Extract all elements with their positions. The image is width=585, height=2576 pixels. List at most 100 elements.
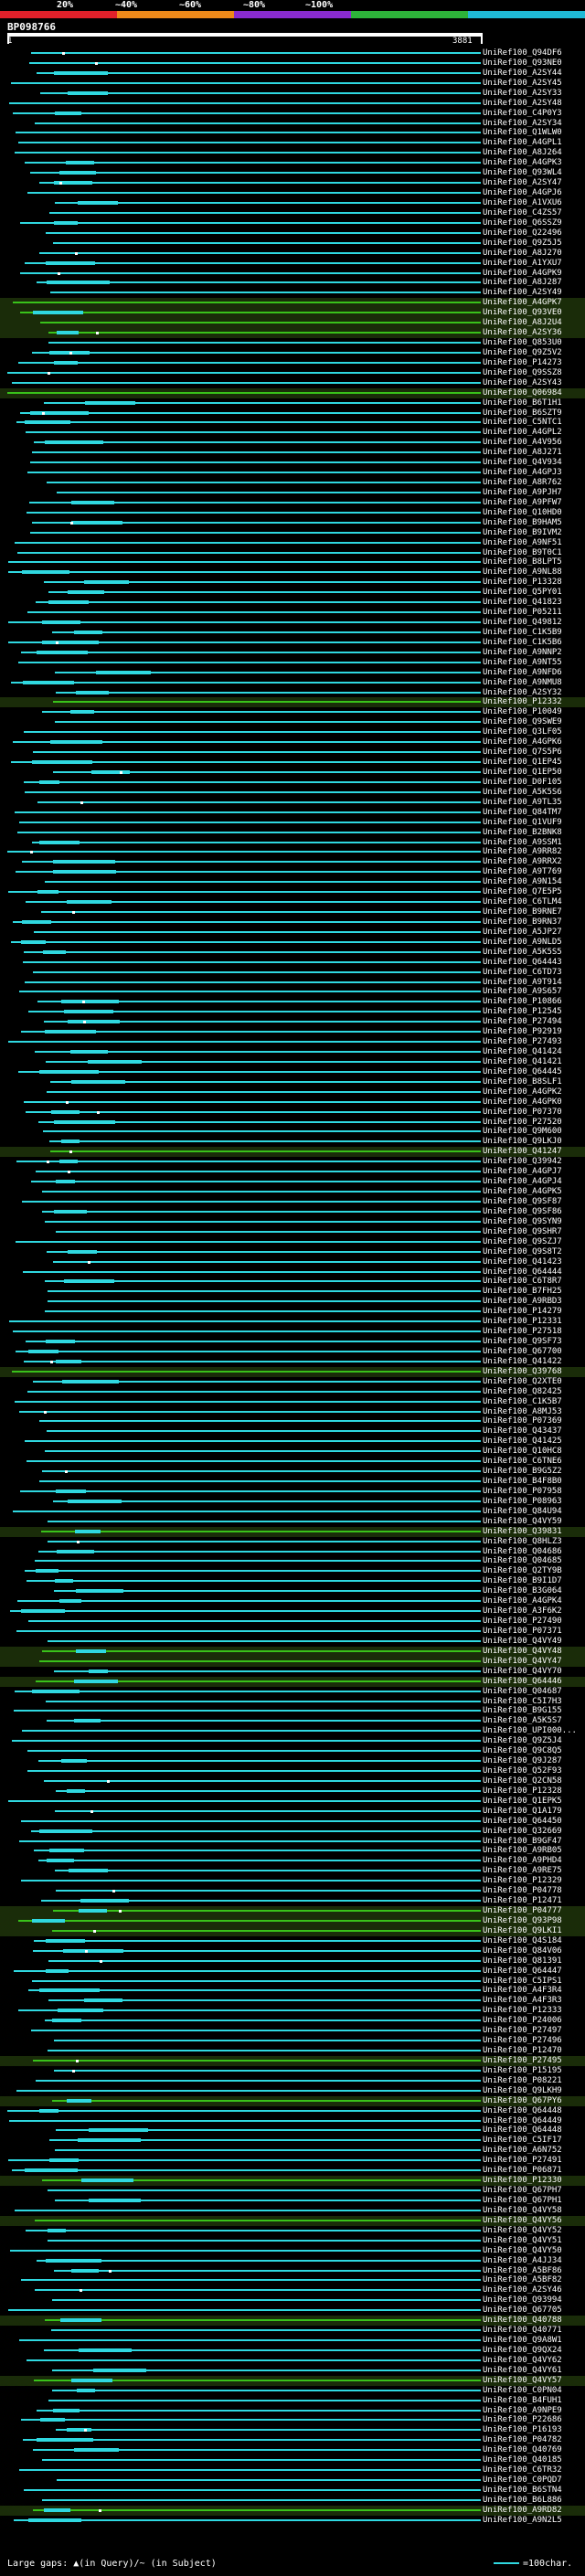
hit-row[interactable]: UniRef100_B9I1D7	[0, 1576, 585, 1586]
hit-row[interactable]: UniRef100_A9NL88	[0, 567, 585, 578]
hit-row[interactable]: UniRef100_Q84TM7	[0, 808, 585, 818]
hit-label[interactable]: UniRef100_Q4S184	[483, 1935, 562, 1945]
hit-row[interactable]: UniRef100_B4F8B0	[0, 1477, 585, 1487]
hit-label[interactable]: UniRef100_Q67PY6	[483, 2095, 562, 2105]
hit-label[interactable]: UniRef100_Q4VY59	[483, 1516, 562, 1526]
hit-label[interactable]: UniRef100_Q40185	[483, 2455, 562, 2465]
hit-label[interactable]: UniRef100_P27491	[483, 2156, 562, 2166]
hit-row[interactable]: UniRef100_A2SY36	[0, 328, 585, 338]
hit-row[interactable]: UniRef100_Q04687	[0, 1687, 585, 1697]
hit-row[interactable]: UniRef100_Q4VY61	[0, 2366, 585, 2376]
hit-label[interactable]: UniRef100_A4GPK6	[483, 737, 562, 747]
hit-row[interactable]: UniRef100_Q64443	[0, 958, 585, 968]
hit-row[interactable]: UniRef100_B3G064	[0, 1586, 585, 1596]
hit-row[interactable]: UniRef100_P08963	[0, 1497, 585, 1507]
hit-row[interactable]: UniRef100_A4F3R4	[0, 1986, 585, 1996]
hit-row[interactable]: UniRef100_Q1EP50	[0, 768, 585, 778]
hit-row[interactable]: UniRef100_Q9J287	[0, 1756, 585, 1766]
hit-label[interactable]: UniRef100_A2SY43	[483, 377, 562, 387]
hit-row[interactable]: UniRef100_P12328	[0, 1786, 585, 1797]
hit-row[interactable]: UniRef100_Q9SWE9	[0, 717, 585, 727]
hit-row[interactable]: UniRef100_C1K5B9	[0, 628, 585, 638]
hit-row[interactable]: UniRef100_C5I7H3	[0, 1697, 585, 1707]
hit-row[interactable]: UniRef100_A9RB05	[0, 1846, 585, 1856]
hit-label[interactable]: UniRef100_P27496	[483, 2036, 562, 2046]
hit-row[interactable]: UniRef100_C5IPS1	[0, 1977, 585, 1987]
hit-label[interactable]: UniRef100_Q4VY61	[483, 2365, 562, 2375]
hit-label[interactable]: UniRef100_A2SY33	[483, 88, 562, 98]
hit-label[interactable]: UniRef100_Q4VY70	[483, 1666, 562, 1676]
hit-label[interactable]: UniRef100_A2SY32	[483, 687, 562, 697]
hit-row[interactable]: UniRef100_A4GPL1	[0, 138, 585, 148]
hit-label[interactable]: UniRef100_C0PQD7	[483, 2475, 562, 2485]
hit-row[interactable]: UniRef100_Q9Z5J4	[0, 1736, 585, 1746]
hit-row[interactable]: UniRef100_A4GPJ3	[0, 468, 585, 478]
hit-label[interactable]: UniRef100_P27520	[483, 1117, 562, 1127]
hit-label[interactable]: UniRef100_Q41423	[483, 1256, 562, 1267]
hit-row[interactable]: UniRef100_Q7E5P5	[0, 887, 585, 897]
hit-row[interactable]: UniRef100_A4GPK6	[0, 737, 585, 747]
hit-row[interactable]: UniRef100_B9RN37	[0, 917, 585, 928]
hit-label[interactable]: UniRef100_Q9SYN9	[483, 1216, 562, 1226]
hit-label[interactable]: UniRef100_A5JP27	[483, 927, 562, 937]
hit-row[interactable]: UniRef100_Q9SZJ7	[0, 1237, 585, 1247]
hit-label[interactable]: UniRef100_Q9LKJ0	[483, 1137, 562, 1147]
hit-label[interactable]: UniRef100_Q9SHR7	[483, 1226, 562, 1236]
hit-row[interactable]: UniRef100_Q64445	[0, 1067, 585, 1077]
hit-label[interactable]: UniRef100_P07370	[483, 1107, 562, 1117]
hit-row[interactable]: UniRef100_A4GPK4	[0, 1596, 585, 1606]
hit-row[interactable]: UniRef100_A4GPJ4	[0, 1177, 585, 1187]
hit-row[interactable]: UniRef100_Q04686	[0, 1547, 585, 1557]
hit-row[interactable]: UniRef100_P16193	[0, 2425, 585, 2435]
hit-row[interactable]: UniRef100_B9T0C1	[0, 548, 585, 558]
hit-row[interactable]: UniRef100_B9RNE7	[0, 907, 585, 917]
hit-label[interactable]: UniRef100_A9NPE9	[483, 2405, 562, 2415]
hit-row[interactable]: UniRef100_B6SZT9	[0, 408, 585, 419]
hit-row[interactable]: UniRef100_P27494	[0, 1017, 585, 1027]
hit-row[interactable]: UniRef100_A4GPK0	[0, 1097, 585, 1108]
hit-label[interactable]: UniRef100_A2SY48	[483, 98, 562, 108]
hit-label[interactable]: UniRef100_Q84V06	[483, 1945, 562, 1956]
hit-label[interactable]: UniRef100_B8SLF1	[483, 1076, 562, 1087]
hit-row[interactable]: UniRef100_Q41422	[0, 1357, 585, 1367]
hit-label[interactable]: UniRef100_Q41422	[483, 1356, 562, 1366]
hit-row[interactable]: UniRef100_P13328	[0, 578, 585, 588]
hit-label[interactable]: UniRef100_A2SY44	[483, 68, 562, 78]
hit-label[interactable]: UniRef100_A4GPK5	[483, 1187, 562, 1196]
hit-row[interactable]: UniRef100_A2SY45	[0, 79, 585, 89]
hit-row[interactable]: UniRef100_C6TNE6	[0, 1457, 585, 1467]
hit-label[interactable]: UniRef100_A9PHD4	[483, 1856, 562, 1866]
hit-row[interactable]: UniRef100_A4GPK5	[0, 1187, 585, 1197]
hit-row[interactable]: UniRef100_P12470	[0, 2046, 585, 2056]
hit-row[interactable]: UniRef100_A8J264	[0, 148, 585, 158]
hit-row[interactable]: UniRef100_C1K5B7	[0, 1397, 585, 1407]
hit-label[interactable]: UniRef100_Q32669	[483, 1826, 562, 1836]
hit-label[interactable]: UniRef100_P15195	[483, 2065, 562, 2075]
hit-row[interactable]: UniRef100_A5BF86	[0, 2266, 585, 2276]
hit-label[interactable]: UniRef100_A9T914	[483, 977, 562, 987]
hit-label[interactable]: UniRef100_C1K5B9	[483, 627, 562, 637]
hit-label[interactable]: UniRef100_A4GPL1	[483, 138, 562, 148]
hit-label[interactable]: UniRef100_A9NT55	[483, 657, 562, 667]
hit-label[interactable]: UniRef100_P27493	[483, 1037, 562, 1047]
hit-row[interactable]: UniRef100_Q9SYN9	[0, 1217, 585, 1227]
hit-label[interactable]: UniRef100_P08963	[483, 1496, 562, 1506]
hit-row[interactable]: UniRef100_A9N154	[0, 877, 585, 887]
hit-row[interactable]: UniRef100_P10866	[0, 997, 585, 1007]
hit-label[interactable]: UniRef100_P16193	[483, 2425, 562, 2435]
hit-label[interactable]: UniRef100_P10866	[483, 997, 562, 1007]
hit-row[interactable]: UniRef100_P08221	[0, 2076, 585, 2086]
hit-label[interactable]: UniRef100_A8MJ53	[483, 1406, 562, 1416]
hit-row[interactable]: UniRef100_A9RR82	[0, 847, 585, 857]
hit-label[interactable]: UniRef100_Q10HD0	[483, 507, 562, 517]
hit-label[interactable]: UniRef100_Q9SF86	[483, 1206, 562, 1216]
hit-row[interactable]: UniRef100_C6TLM4	[0, 897, 585, 907]
hit-label[interactable]: UniRef100_Q93P98	[483, 1915, 562, 1925]
hit-row[interactable]: UniRef100_A9RD82	[0, 2505, 585, 2516]
hit-row[interactable]: UniRef100_A2SY47	[0, 178, 585, 188]
hit-row[interactable]: UniRef100_B6STN4	[0, 2486, 585, 2496]
hit-label[interactable]: UniRef100_Q9C8Q5	[483, 1746, 562, 1756]
hit-row[interactable]: UniRef100_A2SY33	[0, 89, 585, 99]
hit-label[interactable]: UniRef100_P12328	[483, 1786, 562, 1796]
hit-label[interactable]: UniRef100_A4GPJ3	[483, 468, 562, 478]
